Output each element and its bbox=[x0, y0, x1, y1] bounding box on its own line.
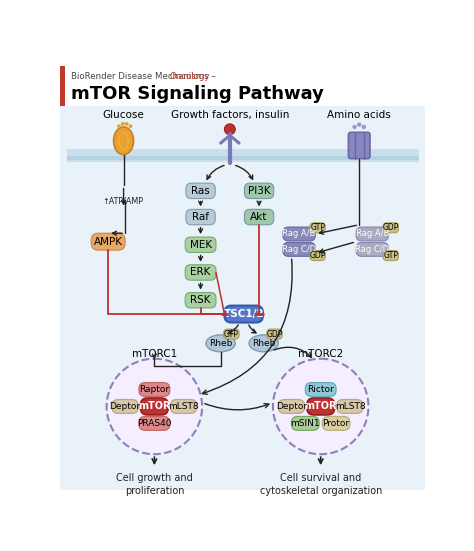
FancyBboxPatch shape bbox=[140, 398, 168, 415]
Text: ↑ATP/AMP: ↑ATP/AMP bbox=[102, 196, 143, 206]
Text: GDP: GDP bbox=[266, 329, 283, 338]
FancyBboxPatch shape bbox=[356, 242, 389, 256]
Ellipse shape bbox=[114, 127, 134, 155]
Circle shape bbox=[128, 125, 132, 128]
FancyBboxPatch shape bbox=[112, 399, 138, 413]
FancyBboxPatch shape bbox=[322, 417, 350, 430]
FancyBboxPatch shape bbox=[337, 399, 363, 413]
Text: Oncology: Oncology bbox=[169, 72, 210, 82]
FancyBboxPatch shape bbox=[278, 399, 304, 413]
Text: Ras: Ras bbox=[191, 186, 210, 196]
Bar bbox=[66, 156, 419, 160]
Text: Cell survival and
cytoskeletal organization: Cell survival and cytoskeletal organizat… bbox=[259, 473, 382, 496]
Text: mTORC1: mTORC1 bbox=[132, 349, 177, 359]
Text: Raf: Raf bbox=[192, 212, 209, 222]
FancyBboxPatch shape bbox=[186, 183, 215, 198]
FancyBboxPatch shape bbox=[356, 227, 389, 241]
Text: Raptor: Raptor bbox=[139, 385, 169, 394]
Ellipse shape bbox=[249, 335, 278, 352]
Text: MEK: MEK bbox=[190, 240, 211, 250]
Ellipse shape bbox=[206, 335, 235, 352]
Text: AMPK: AMPK bbox=[94, 237, 123, 247]
FancyBboxPatch shape bbox=[185, 293, 216, 308]
FancyBboxPatch shape bbox=[185, 265, 216, 280]
Bar bbox=[61, 66, 65, 106]
Circle shape bbox=[225, 124, 235, 134]
FancyBboxPatch shape bbox=[245, 209, 273, 225]
FancyBboxPatch shape bbox=[186, 209, 215, 225]
Circle shape bbox=[357, 122, 361, 127]
Text: PI3K: PI3K bbox=[248, 186, 270, 196]
Text: mTOR Signaling Pathway: mTOR Signaling Pathway bbox=[71, 85, 324, 103]
Text: Rag C/D: Rag C/D bbox=[282, 245, 316, 254]
FancyBboxPatch shape bbox=[283, 227, 315, 241]
Text: mSIN1: mSIN1 bbox=[291, 419, 320, 428]
Text: GTP: GTP bbox=[224, 329, 239, 338]
Text: GTP: GTP bbox=[383, 251, 398, 260]
Text: GTP: GTP bbox=[310, 223, 325, 233]
FancyBboxPatch shape bbox=[267, 329, 282, 339]
FancyBboxPatch shape bbox=[310, 223, 325, 233]
Circle shape bbox=[362, 125, 366, 129]
Text: Rag A/B: Rag A/B bbox=[356, 229, 389, 239]
Text: Glucose: Glucose bbox=[103, 110, 145, 121]
Text: Growth factors, insulin: Growth factors, insulin bbox=[171, 110, 289, 121]
Text: Amino acids: Amino acids bbox=[328, 110, 391, 121]
Text: Protor: Protor bbox=[322, 419, 350, 428]
FancyBboxPatch shape bbox=[224, 329, 239, 339]
FancyBboxPatch shape bbox=[225, 306, 263, 322]
Circle shape bbox=[117, 125, 121, 128]
FancyBboxPatch shape bbox=[310, 251, 325, 261]
FancyBboxPatch shape bbox=[185, 237, 216, 252]
Text: Akt: Akt bbox=[250, 212, 268, 222]
Text: PRAS40: PRAS40 bbox=[137, 419, 172, 428]
Text: TSC1/2: TSC1/2 bbox=[223, 309, 264, 319]
Text: Rheb: Rheb bbox=[252, 339, 275, 348]
FancyBboxPatch shape bbox=[292, 417, 319, 430]
FancyBboxPatch shape bbox=[305, 382, 336, 397]
FancyBboxPatch shape bbox=[139, 417, 170, 430]
Text: Cell growth and
proliferation: Cell growth and proliferation bbox=[116, 473, 193, 496]
Circle shape bbox=[352, 125, 357, 129]
Text: Rag C/D: Rag C/D bbox=[355, 245, 389, 254]
Bar bbox=[66, 149, 419, 161]
Text: Rheb: Rheb bbox=[209, 339, 232, 348]
FancyBboxPatch shape bbox=[307, 398, 335, 415]
Circle shape bbox=[107, 359, 202, 454]
FancyBboxPatch shape bbox=[283, 242, 315, 256]
Text: mTOR: mTOR bbox=[138, 402, 171, 412]
Bar bbox=[61, 66, 425, 106]
Text: Rag A/B: Rag A/B bbox=[283, 229, 316, 239]
Text: mTORC2: mTORC2 bbox=[298, 349, 343, 359]
Circle shape bbox=[121, 122, 125, 126]
Text: ERK: ERK bbox=[191, 267, 211, 278]
FancyBboxPatch shape bbox=[91, 233, 125, 250]
Circle shape bbox=[125, 122, 128, 126]
Circle shape bbox=[273, 359, 368, 454]
FancyBboxPatch shape bbox=[383, 223, 399, 233]
Text: mTOR: mTOR bbox=[304, 402, 337, 412]
FancyBboxPatch shape bbox=[383, 251, 399, 261]
FancyBboxPatch shape bbox=[245, 183, 273, 198]
FancyBboxPatch shape bbox=[171, 399, 197, 413]
Text: RSK: RSK bbox=[191, 295, 211, 305]
Text: Deptor: Deptor bbox=[276, 402, 307, 411]
FancyBboxPatch shape bbox=[348, 132, 370, 159]
Text: BioRender Disease Mechanisms –: BioRender Disease Mechanisms – bbox=[71, 72, 219, 82]
Text: mLST8: mLST8 bbox=[168, 402, 199, 411]
FancyBboxPatch shape bbox=[139, 382, 170, 397]
Text: GDP: GDP bbox=[383, 223, 399, 233]
Text: GDP: GDP bbox=[310, 251, 326, 260]
Text: mLST8: mLST8 bbox=[335, 402, 365, 411]
Text: Deptor: Deptor bbox=[109, 402, 141, 411]
Text: Rictor: Rictor bbox=[307, 385, 334, 394]
